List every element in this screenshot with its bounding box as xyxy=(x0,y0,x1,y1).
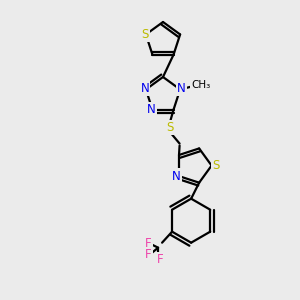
Text: S: S xyxy=(141,28,148,41)
Text: S: S xyxy=(212,159,219,172)
Text: N: N xyxy=(140,82,149,95)
Text: F: F xyxy=(145,248,152,261)
Text: N: N xyxy=(172,169,180,183)
Text: S: S xyxy=(166,121,173,134)
Text: N: N xyxy=(147,103,156,116)
Text: N: N xyxy=(177,82,185,95)
Text: F: F xyxy=(157,253,164,266)
Text: CH₃: CH₃ xyxy=(191,80,211,90)
Text: F: F xyxy=(145,237,152,250)
